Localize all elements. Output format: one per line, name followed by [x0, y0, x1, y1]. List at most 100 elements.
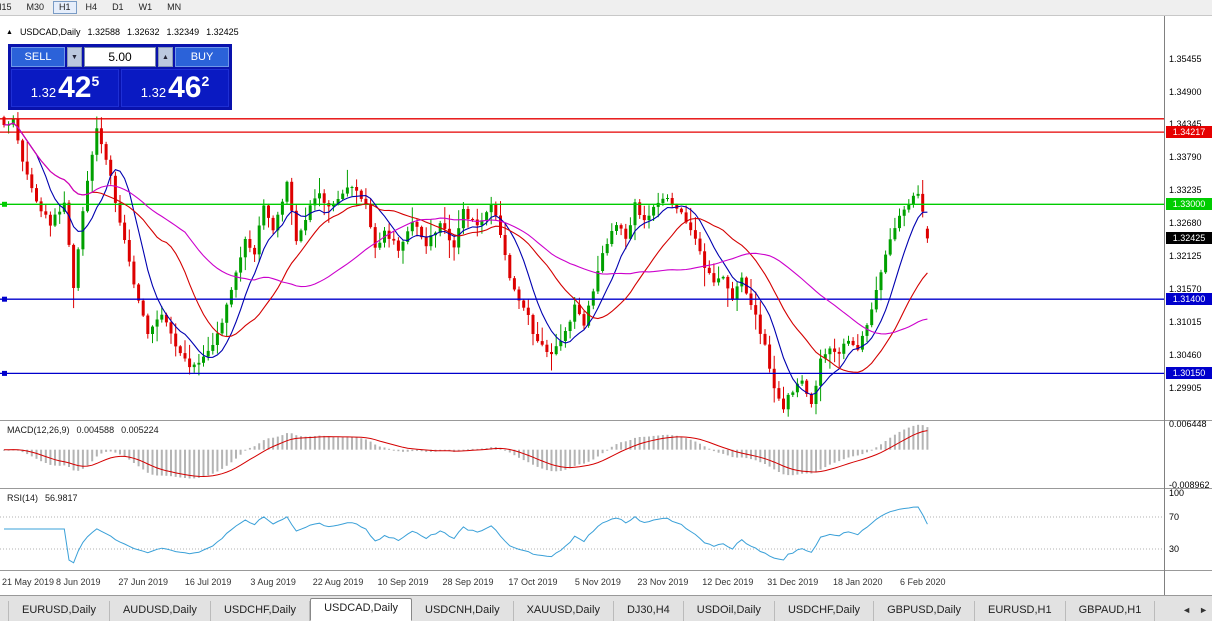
buy-price-display[interactable]: 1.32 46 2 [121, 69, 229, 107]
time-axis[interactable]: 21 May 2019 8 Jun 2019 27 Jun 2019 16 Jul 2… [0, 570, 1212, 595]
macd-pane: MACD(12,26,9) 0.004588 0.005224 [0, 420, 1212, 488]
macd-indicator-chart[interactable] [0, 421, 1164, 488]
rsi-label: RSI(14) 56.9817 [7, 493, 78, 503]
timeframe-toolbar: M15 M30 H1 H4 D1 W1 MN [0, 0, 1212, 16]
ohlc-low: 1.32349 [166, 27, 200, 37]
sell-price-big: 42 [58, 71, 92, 104]
date-tick-label: 5 Nov 2019 [574, 577, 621, 587]
chart-tab-eurusd-h1[interactable]: EURUSD,H1 [975, 601, 1066, 621]
date-tick-label: 31 Dec 2019 [767, 577, 819, 587]
date-tick-label: 6 Feb 2020 [899, 577, 946, 587]
candles [2, 112, 929, 417]
chart-tab-usdoil-daily[interactable]: USDOil,Daily [684, 601, 775, 621]
price-tick-label: 1.34345 [1169, 119, 1202, 130]
buy-button[interactable]: BUY [175, 47, 229, 67]
price-tick-label: 1.35455 [1169, 53, 1202, 64]
ohlc-close: 1.32425 [206, 27, 239, 37]
symbol-header: ▲ USDCAD,Daily 1.32588 1.32632 1.32349 1… [6, 27, 239, 37]
hline-handle[interactable] [2, 201, 7, 207]
chart-tab-usdchf-daily[interactable]: USDCHF,Daily [211, 601, 311, 621]
collapse-icon[interactable]: ▲ [6, 28, 13, 36]
price-tick-label: 1.30460 [1169, 350, 1202, 360]
chart-tabs-bar: EURUSD,Daily AUDUSD,Daily USDCHF,Daily USDC… [0, 595, 1212, 621]
sell-price-display[interactable]: 1.32 42 5 [11, 69, 119, 107]
price-tick-label: 1.31015 [1169, 317, 1202, 328]
sell-button[interactable]: SELL [11, 47, 65, 67]
macd-name: MACD(12,26,9) [7, 425, 70, 435]
chart-tab-xauusd-daily[interactable]: XAUUSD,Daily [514, 601, 614, 621]
chart-tab-usdcad-daily[interactable]: USDCAD,Daily [310, 598, 413, 621]
chart-tab-gbpusd-daily[interactable]: GBPUSD,Daily [874, 601, 976, 621]
hline-price-label: 1.30150 [1166, 367, 1212, 380]
date-tick-label: 16 Jul 2019 [184, 577, 232, 587]
scroll-right-icon[interactable]: ► [1199, 605, 1208, 615]
chart-tab-eurusd-daily[interactable]: EURUSD,Daily [8, 601, 110, 621]
macd-label: MACD(12,26,9) 0.004588 0.005224 [7, 425, 159, 435]
hline-price-label: 1.33000 [1166, 198, 1212, 211]
date-tick-label: 22 Aug 2019 [312, 577, 364, 587]
rsi-axis-label-70: 70 [1169, 512, 1180, 522]
timeframe-button-h4[interactable]: H4 [85, 2, 98, 12]
buy-price-big: 46 [168, 71, 202, 104]
chart-tab-audusd-daily[interactable]: AUDUSD,Daily [110, 601, 211, 621]
volume-increase-button[interactable]: ▲ [158, 47, 173, 67]
price-axis[interactable]: 1.35455 1.34900 1.34345 1.33790 1.33235 1.326… [1164, 16, 1212, 595]
scroll-left-icon[interactable]: ◄ [1182, 605, 1192, 615]
timeframe-button-m15[interactable]: M15 [0, 2, 12, 12]
symbol-title: USDCAD,Daily [19, 27, 81, 37]
date-tick-label: 3 Aug 2019 [250, 577, 296, 587]
price-chart[interactable] [0, 16, 1164, 420]
price-tick-label: 1.31570 [1169, 284, 1202, 295]
ohlc-high: 1.32632 [127, 27, 160, 37]
rsi-pane: RSI(14) 56.9817 [0, 488, 1212, 570]
date-tick-label: 27 Jun 2019 [118, 577, 168, 587]
ohlc-open: 1.32588 [87, 27, 120, 37]
timeframe-button-d1[interactable]: D1 [112, 2, 124, 12]
hline-price-label: 1.34217 [1166, 126, 1212, 139]
rsi-indicator-chart[interactable] [0, 489, 1164, 570]
date-tick-label: 28 Sep 2019 [442, 577, 494, 587]
chart-tab-usdcnh-daily[interactable]: USDCNH,Daily [412, 601, 514, 621]
volume-input[interactable] [84, 47, 156, 67]
buy-price-sup: 2 [201, 73, 210, 89]
date-tick-label: 17 Oct 2019 [508, 577, 558, 587]
sell-price-sup: 5 [91, 73, 100, 89]
date-tick-label: 21 May 2019 [2, 577, 55, 587]
price-tick-label: 1.33235 [1169, 185, 1202, 196]
timeframe-button-m30[interactable]: M30 [26, 2, 45, 12]
buy-price-prefix: 1.32 [140, 85, 167, 100]
macd-axis-top-label: 0.006448 [1169, 419, 1207, 430]
price-tick-label: 1.29905 [1169, 382, 1202, 393]
macd-signal-line [4, 430, 928, 478]
date-tick-label: 18 Jan 2020 [832, 577, 883, 587]
chart-tab-dj30-h4[interactable]: DJ30,H4 [614, 601, 684, 621]
tab-scroll-arrows: ◄ ► [1182, 605, 1208, 615]
timeframe-button-w1[interactable]: W1 [138, 2, 153, 12]
price-tick-label: 1.33790 [1169, 152, 1202, 163]
macd-main-value: 0.004588 [76, 425, 115, 435]
timeframe-button-h1[interactable]: H1 [53, 1, 77, 14]
price-tick-label: 1.34900 [1169, 86, 1202, 97]
chart-region: ▲ USDCAD,Daily 1.32588 1.32632 1.32349 1… [0, 16, 1212, 595]
moving-average-8 [3, 122, 928, 396]
chart-tab-usdchf-daily[interactable]: USDCHF,Daily [775, 601, 875, 621]
horizontal-lines [0, 118, 1164, 376]
chart-tab-gbpaud-h1[interactable]: GBPAUD,H1 [1066, 601, 1156, 621]
macd-signal-value: 0.005224 [121, 425, 159, 435]
price-tick-label: 1.32125 [1169, 251, 1202, 262]
hline-handle[interactable] [2, 370, 7, 376]
rsi-value: 56.9817 [45, 493, 78, 503]
timeframe-button-mn[interactable]: MN [167, 2, 182, 12]
volume-decrease-button[interactable]: ▼ [67, 47, 82, 67]
hline-price-label: 1.31400 [1166, 293, 1212, 306]
current-price-label: 1.32425 [1166, 232, 1212, 245]
moving-average-20 [3, 122, 928, 373]
macd-axis-bottom-label: -0.008962 [1169, 479, 1210, 490]
date-tick-label: 8 Jun 2019 [55, 577, 101, 587]
moving-average-40 [3, 122, 928, 335]
date-tick-label: 12 Dec 2019 [702, 577, 754, 587]
hline-handle[interactable] [2, 296, 7, 302]
date-tick-label: 23 Nov 2019 [637, 577, 689, 587]
rsi-line [4, 506, 928, 564]
